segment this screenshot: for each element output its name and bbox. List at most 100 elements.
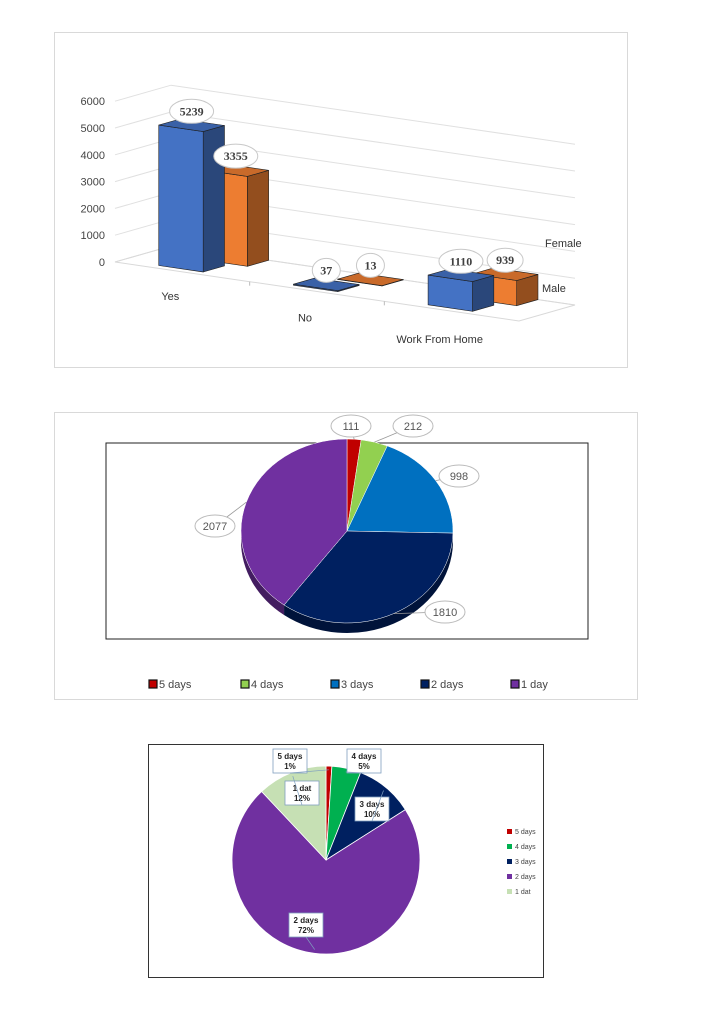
gridline	[114, 84, 576, 145]
data-label-bubble	[438, 464, 480, 488]
chart-3d-bar: 0 1000 2000 3000 4000 5000 6000 Yes No Work From …	[54, 32, 628, 368]
data-label-bubble	[169, 98, 215, 124]
slice-side-2-days	[284, 533, 453, 633]
slice-3-days	[346, 445, 454, 534]
legend-item-5-days: 5 days	[507, 829, 536, 836]
data-label-bubble	[486, 247, 524, 273]
callout-leader	[305, 936, 315, 950]
data-label-bubble	[424, 600, 466, 624]
callout-box	[272, 748, 308, 774]
data-label: 3355	[224, 149, 248, 163]
x-category-label: Yes	[161, 291, 179, 303]
bar-top	[293, 277, 360, 291]
legend-item-4-days: 4 days	[507, 844, 536, 851]
legend-label: 2 days	[515, 874, 536, 881]
legend-label: 1 day	[521, 679, 548, 691]
legend-swatch	[507, 844, 512, 849]
data-label: 37	[320, 263, 332, 277]
legend-item-2-days: 2 days	[507, 874, 536, 881]
y-tick-label: 0	[99, 257, 105, 269]
legend-swatch	[420, 679, 430, 689]
bar-front	[158, 124, 204, 273]
data-label-bubble	[213, 143, 259, 169]
legend-swatch	[510, 679, 520, 689]
slice-side-1-day	[241, 531, 285, 616]
x-category-label: No	[298, 313, 312, 325]
legend-label: 3 days	[341, 679, 374, 691]
legend-swatch	[507, 889, 512, 894]
legend-swatch	[330, 679, 340, 689]
legend-label: 1 dat	[515, 889, 531, 896]
bar-side	[247, 169, 269, 267]
data-label-bubble	[311, 257, 341, 283]
legend-item-1-dat: 1 dat	[507, 889, 531, 896]
bar-chart-svg: 0 1000 2000 3000 4000 5000 6000 Yes No Work From …	[81, 84, 582, 346]
data-label-bubble	[392, 414, 434, 438]
callout-leader	[371, 790, 384, 822]
callout-box	[288, 912, 324, 938]
y-tick-label: 3000	[81, 177, 105, 189]
legend-item-5-days: 5 days	[148, 679, 192, 691]
legend-label: 3 days	[515, 859, 536, 866]
legend-item-1-day: 1 day	[510, 679, 548, 691]
y-tick-label: 5000	[81, 123, 105, 135]
data-label: 2077	[203, 521, 227, 533]
legend-label: 2 days	[431, 679, 464, 691]
callout-label: 2 days	[294, 916, 319, 925]
y-tick-label: 6000	[81, 96, 105, 108]
legend-label: 4 days	[515, 844, 536, 851]
data-label: 111	[343, 421, 360, 433]
data-label-bubble	[355, 252, 385, 278]
data-label: 212	[404, 421, 422, 433]
y-tick-label: 1000	[81, 230, 105, 242]
callout-box	[354, 796, 390, 822]
callout-percent: 12%	[294, 794, 310, 803]
bar-top	[428, 268, 494, 282]
data-label: 13	[364, 258, 376, 272]
legend-swatch	[507, 829, 512, 834]
callout-percent: 10%	[364, 810, 380, 819]
data-label-bubble	[438, 248, 484, 274]
callout-label: 1 dat	[293, 784, 312, 793]
legend-item-3-days: 3 days	[507, 859, 536, 866]
pie-chart-svg: 111 212 998 1810 2077 5 days 4 days 3 days 2 day…	[105, 414, 589, 691]
legend-item-4-days: 4 days	[240, 679, 284, 691]
data-label: 1110	[450, 254, 473, 268]
data-label-bubble	[330, 414, 372, 438]
callout-percent: 5%	[358, 762, 370, 771]
legend-label: 4 days	[251, 679, 284, 691]
callout-label: 5 days	[278, 752, 303, 761]
legend-swatch	[507, 874, 512, 879]
callout-label: 4 days	[352, 752, 377, 761]
data-label: 5239	[180, 104, 204, 118]
bar-top	[158, 118, 225, 132]
data-label: 998	[450, 471, 468, 483]
callout-leader	[292, 775, 303, 806]
callout-percent: 1%	[284, 762, 296, 771]
chart-3d-pie: 111 212 998 1810 2077 5 days 4 days 3 days 2 day…	[54, 412, 638, 700]
bar-top	[337, 272, 404, 286]
x-category-label: Work From Home	[396, 334, 483, 346]
legend-label: 5 days	[159, 679, 192, 691]
legend-item-3-days: 3 days	[330, 679, 374, 691]
legend-swatch	[240, 679, 250, 689]
slice-2-days	[231, 790, 421, 955]
callout-leader	[289, 769, 329, 774]
data-label: 939	[496, 253, 514, 267]
callout-leader	[345, 771, 365, 774]
callout-percent: 72%	[298, 926, 314, 935]
y-tick-label: 2000	[81, 203, 105, 215]
data-label-bubble	[194, 514, 236, 538]
series-axis-label: Female	[545, 238, 582, 250]
bar-male-work-from-home	[427, 268, 495, 312]
series-axis-label: Male	[542, 283, 566, 295]
slice-2-days	[283, 530, 454, 624]
y-tick-label: 4000	[81, 150, 105, 162]
chart-percent-pie: 5 days 1% 4 days 5% 3 days 10% 2 days 72% 1 dat 1…	[148, 744, 544, 978]
